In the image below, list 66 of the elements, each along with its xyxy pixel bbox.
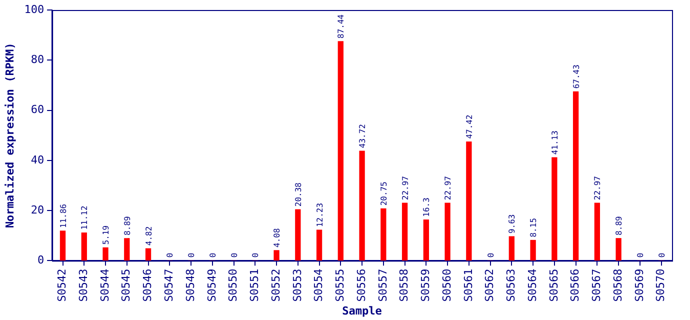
x-tick-label: S0564 <box>526 268 539 302</box>
x-tick-label: S0551 <box>248 268 262 302</box>
y-tick-label: 100 <box>24 2 44 16</box>
x-tick-label: S0542 <box>56 268 69 302</box>
x-axis-title: Sample <box>342 304 382 318</box>
x-tick-label: S0548 <box>184 268 197 302</box>
data-label: 0 <box>486 252 496 258</box>
data-label: 41.13 <box>550 130 560 155</box>
data-label: 20.38 <box>294 182 303 207</box>
x-tick-label: S0556 <box>354 268 368 302</box>
data-label: 8.89 <box>614 216 624 236</box>
data-label: 0 <box>230 252 239 258</box>
data-label: 0 <box>657 252 666 258</box>
x-tick-label: S0558 <box>398 268 411 302</box>
x-tick-label: S0553 <box>290 268 304 302</box>
x-tick-label: S0565 <box>547 268 560 302</box>
data-label: 67.43 <box>572 64 581 89</box>
data-label: 9.63 <box>508 214 517 234</box>
data-label: 8.15 <box>529 218 538 238</box>
data-label: 22.97 <box>593 176 602 200</box>
x-tick-label: S0544 <box>98 268 112 302</box>
data-label: 47.42 <box>464 114 474 139</box>
data-label: 87.44 <box>336 14 346 38</box>
data-label: 4.82 <box>144 226 154 246</box>
x-tick-label: S0570 <box>654 268 668 302</box>
y-tick-label: 40 <box>30 153 44 166</box>
y-tick-label: 80 <box>30 52 44 66</box>
y-tick-label: 60 <box>30 103 44 116</box>
y-axis-title: Normalized expression (RPKM) <box>3 42 16 228</box>
data-label: 22.97 <box>400 176 410 200</box>
x-tick-label: S0545 <box>120 268 133 302</box>
y-tick-label: 20 <box>30 203 44 216</box>
x-tick-label: S0560 <box>440 268 454 302</box>
x-tick-label: S0568 <box>611 268 624 302</box>
data-label: 4.08 <box>272 228 282 248</box>
data-label: 5.19 <box>102 225 111 245</box>
data-label: 16.3 <box>422 197 432 217</box>
data-label: 0 <box>187 252 196 258</box>
x-tick-label: S0546 <box>141 268 154 302</box>
x-tick-label: S0563 <box>504 268 518 302</box>
x-tick-label: S0555 <box>334 268 347 302</box>
data-label: 11.86 <box>58 204 68 228</box>
x-tick-label: S0557 <box>376 268 390 302</box>
x-tick-label: S0543 <box>76 268 90 302</box>
data-label: 8.89 <box>122 216 132 236</box>
data-label: 0 <box>166 252 175 258</box>
x-tick-label: S0567 <box>590 268 604 302</box>
data-label: 0 <box>251 252 260 258</box>
x-tick-label: S0547 <box>162 268 176 302</box>
data-label: 20.75 <box>379 181 388 206</box>
data-label: 22.97 <box>444 176 453 200</box>
data-label: 43.72 <box>358 124 368 148</box>
x-tick-label: S0549 <box>205 268 218 302</box>
x-tick-label: S0566 <box>568 268 582 302</box>
x-tick-label: S0569 <box>632 268 646 302</box>
y-tick-label: 0 <box>37 254 44 267</box>
data-label: 0 <box>636 252 645 258</box>
data-label: 11.12 <box>80 206 90 230</box>
x-tick-label: S0554 <box>312 268 326 302</box>
data-label: 0 <box>208 252 218 258</box>
x-tick-label: S0552 <box>269 268 282 302</box>
data-label: 12.23 <box>315 202 324 228</box>
x-tick-label: S0559 <box>419 268 432 302</box>
x-tick-label: S0561 <box>462 268 475 302</box>
x-tick-label: S0550 <box>226 268 240 302</box>
x-tick-label: S0562 <box>483 268 496 302</box>
